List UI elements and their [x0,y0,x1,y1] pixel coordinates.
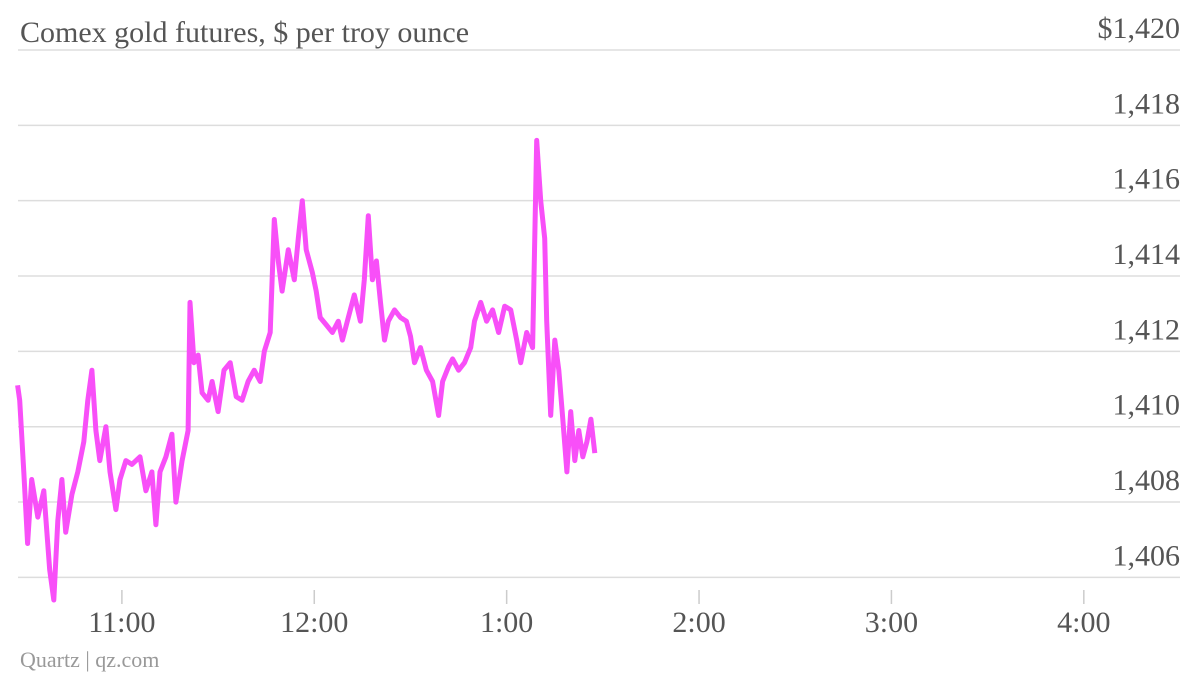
source: Quartz | qz.com [20,647,159,672]
x-tick-label: 11:00 [88,606,155,639]
y-tick-label: 1,418 [1113,87,1181,120]
y-tick-label: 1,406 [1113,539,1181,572]
price-line [15,137,598,603]
y-tick-label: $1,420 [1098,12,1181,45]
y-tick-label: 1,412 [1113,313,1181,346]
y-tick-label: 1,416 [1113,163,1181,196]
y-tick-label: 1,410 [1113,389,1181,422]
y-tick-label: 1,414 [1113,238,1181,271]
chart-title: Comex gold futures, $ per troy ounce [20,16,469,49]
x-tick-label: 2:00 [672,606,725,639]
x-tick-label: 1:00 [480,606,533,639]
x-tick-label: 4:00 [1057,606,1110,639]
x-tick-label: 12:00 [280,606,348,639]
x-tick-label: 3:00 [865,606,918,639]
y-tick-label: 1,408 [1113,464,1181,497]
